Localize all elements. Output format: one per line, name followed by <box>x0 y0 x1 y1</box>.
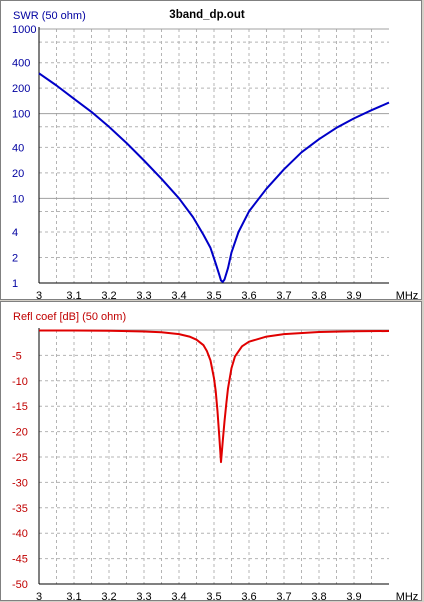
y-tick-label: 40 <box>12 142 24 154</box>
y-tick-label: -45 <box>12 554 28 566</box>
swr-chart-panel: 1000 400 200 100 40 20 10 4 2 1 3 3.1 3.2 3.3 3.4 3.5 3.… <box>0 0 422 301</box>
y-tick-label: -25 <box>12 452 28 464</box>
y-tick-label: -30 <box>12 477 28 489</box>
x-axis-unit-label: MHz <box>396 591 419 602</box>
series-line <box>38 72 390 283</box>
y-tick-label: -15 <box>12 401 28 413</box>
x-tick-label: 3.5 <box>206 591 221 602</box>
x-tick-label: 3.2 <box>101 290 116 301</box>
swr-chart: 1000 400 200 100 40 20 10 4 2 1 3 3.1 3.2 3.3 3.4 3.5 3.… <box>12 9 419 301</box>
x-tick-label: 3.5 <box>206 290 221 301</box>
x-tick-label: 3.3 <box>136 591 151 602</box>
x-tick-label: 3.9 <box>346 290 361 301</box>
y-axis-label: Refl coef [dB] (50 ohm) <box>13 311 126 323</box>
y-tick-label: -10 <box>12 376 28 388</box>
y-tick-label: 400 <box>12 58 30 70</box>
x-tick-label: 3.6 <box>241 290 256 301</box>
y-tick-label: -50 <box>12 579 28 591</box>
y-tick-label: 1000 <box>12 24 36 36</box>
x-tick-label: 3 <box>36 290 42 301</box>
x-axis-unit-label: MHz <box>396 290 419 301</box>
x-tick-label: 3.7 <box>276 290 291 301</box>
y-tick-label: 10 <box>12 193 24 205</box>
x-tick-label: 3.2 <box>101 591 116 602</box>
y-tick-label: -20 <box>12 427 28 439</box>
y-tick-label: 200 <box>12 83 30 95</box>
y-tick-label: -5 <box>12 350 22 362</box>
y-tick-label: 1 <box>12 278 18 290</box>
reflection-chart-panel: -5 -10 -15 -20 -25 -30 -35 -40 -45 -50 3 3.1 3.2 3.3 3… <box>0 301 422 602</box>
x-tick-label: 3.1 <box>66 290 81 301</box>
y-tick-label: 100 <box>12 109 30 121</box>
y-axis-label: SWR (50 ohm) <box>13 10 86 22</box>
x-tick-label: 3.4 <box>171 591 186 602</box>
chart-title: 3band_dp.out <box>169 9 245 21</box>
y-tick-label: 2 <box>12 253 18 265</box>
x-tick-label: 3.4 <box>171 290 186 301</box>
x-tick-label: 3.1 <box>66 591 81 602</box>
series-line <box>39 329 390 464</box>
y-tick-label: 4 <box>12 227 18 239</box>
y-tick-label: 20 <box>12 168 24 180</box>
x-tick-label: 3.8 <box>311 290 326 301</box>
x-tick-label: 3.8 <box>311 591 326 602</box>
y-tick-label: -35 <box>12 503 28 515</box>
x-tick-label: 3.6 <box>241 591 256 602</box>
reflection-chart: -5 -10 -15 -20 -25 -30 -35 -40 -45 -50 3 3.1 3.2 3.3 3… <box>12 311 419 602</box>
x-tick-label: 3.9 <box>346 591 361 602</box>
y-tick-label: -40 <box>12 528 28 540</box>
x-tick-label: 3 <box>36 591 42 602</box>
x-tick-label: 3.7 <box>276 591 291 602</box>
x-tick-label: 3.3 <box>136 290 151 301</box>
